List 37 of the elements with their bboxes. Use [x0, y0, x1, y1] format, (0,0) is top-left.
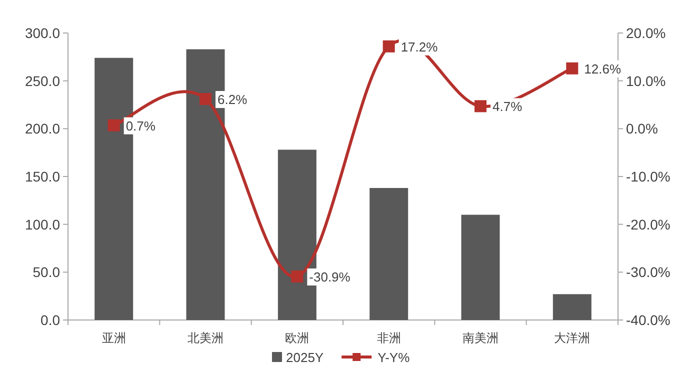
- y2-tick-label: -30.0%: [626, 264, 670, 280]
- legend-label: Y-Y%: [378, 350, 410, 365]
- y-tick-label: 0.0: [40, 312, 60, 328]
- point: [108, 119, 120, 132]
- x-tick-label: 大洋洲: [554, 331, 590, 345]
- y2-tick-label: -20.0%: [626, 216, 670, 232]
- data-label: 4.7%: [492, 99, 523, 114]
- legend-label: 2025Y: [286, 350, 324, 365]
- data-label: -30.9%: [309, 269, 351, 284]
- x-tick-label: 欧洲: [285, 331, 310, 345]
- y2-tick-label: -40.0%: [626, 312, 670, 328]
- y-tick-label: 250.0: [24, 72, 60, 89]
- y-tick-label: 200.0: [24, 120, 60, 137]
- y2-tick-label: 20.0%: [626, 25, 666, 41]
- point: [200, 93, 212, 106]
- data-label: 0.7%: [126, 118, 156, 134]
- x-tick-label: 北美洲: [188, 331, 224, 345]
- x-tick-label: 亚洲: [102, 331, 126, 345]
- data-label: 6.2%: [218, 92, 248, 108]
- point: [291, 270, 304, 282]
- point: [566, 62, 578, 74]
- bar: [370, 188, 408, 320]
- y-tick-label: 300.0: [24, 25, 60, 41]
- bar: [552, 294, 592, 320]
- y2-tick-label: -10.0%: [626, 168, 670, 184]
- x-tick-label: 南美洲: [462, 331, 498, 345]
- y2-tick-label: 10.0%: [626, 72, 666, 89]
- y2-tick-label: 0.0%: [626, 120, 658, 137]
- y-tick-label: 50.0: [32, 264, 60, 280]
- point: [474, 100, 486, 112]
- y-tick-label: 100.0: [24, 216, 60, 232]
- data-label: 17.2%: [400, 39, 438, 54]
- bar: [461, 214, 500, 320]
- data-label: 12.6%: [584, 61, 622, 76]
- y-tick-label: 150.0: [24, 168, 60, 184]
- point: [382, 40, 395, 52]
- x-tick-label: 非洲: [376, 331, 401, 345]
